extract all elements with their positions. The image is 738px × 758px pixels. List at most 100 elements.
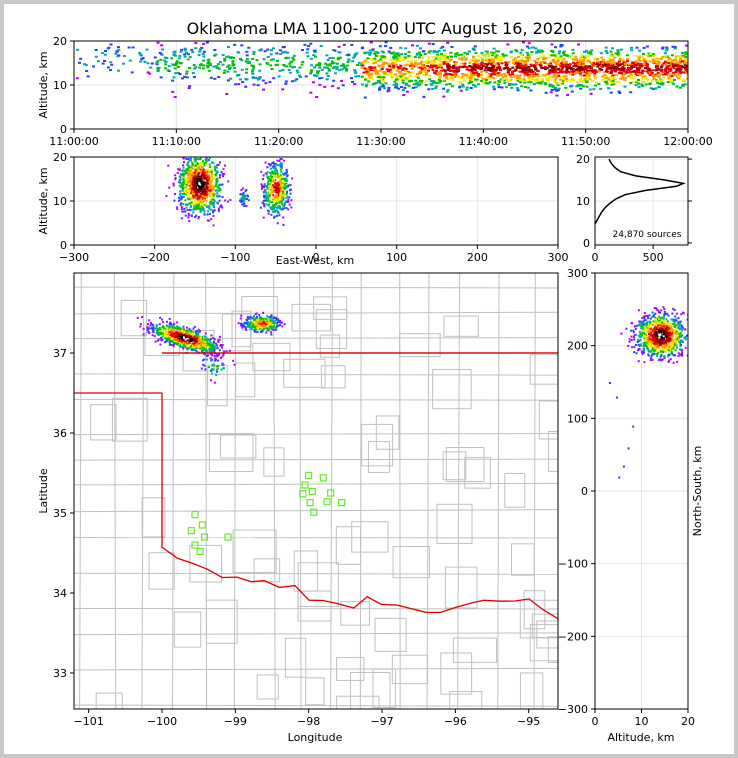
source-pixel [175,330,178,333]
source-pixel [331,85,335,88]
source-pixel [209,346,212,349]
source-pixel [469,72,473,75]
source-pixel [183,210,186,213]
county-boundary [220,434,257,459]
source-pixel [581,85,585,88]
source-pixel [184,168,187,171]
source-pixel [136,316,139,319]
source-pixel [188,208,191,211]
source-pixel [616,67,620,70]
source-pixel [282,64,286,67]
source-pixel [550,54,554,57]
source-pixel [437,64,441,67]
source-pixel [680,51,684,54]
source-pixel [270,193,273,196]
source-pixel [536,69,540,72]
source-pixel [199,182,202,185]
source-pixel [449,58,453,61]
source-pixel [354,72,358,75]
source-pixel [159,316,162,319]
source-pixel [281,192,284,195]
source-pixel [380,68,384,71]
source-pixel [409,71,413,74]
source-pixel [533,75,537,78]
source-pixel [496,72,500,75]
source-pixel [200,193,203,196]
source-pixel [604,49,608,52]
source-pixel [433,50,437,53]
source-pixel [174,342,177,345]
source-pixel [252,50,256,53]
source-pixel [176,172,179,175]
source-pixel [684,69,688,72]
source-pixel [183,207,186,210]
source-pixel [566,93,570,96]
source-pixel [590,69,594,72]
source-pixel [398,70,402,73]
source-pixel [432,59,436,62]
source-pixel [258,69,262,72]
source-pixel [388,63,392,66]
source-pixel [184,214,187,217]
source-pixel [244,71,248,74]
source-pixel [209,184,212,187]
county-boundary [284,637,307,678]
source-pixel [552,67,556,70]
source-pixel [474,52,478,55]
source-pixel [216,180,219,183]
source-pixel [585,81,589,84]
source-pixel [109,61,113,64]
source-pixel [607,64,611,67]
source-pixel [656,67,660,70]
source-pixel [463,51,467,54]
source-pixel [497,86,501,89]
source-pixel [207,344,210,347]
source-pixel [392,57,396,60]
source-pixel [461,83,465,86]
source-pixel [200,206,203,209]
source-pixel [241,200,244,203]
source-pixel [213,173,216,176]
source-pixel [219,187,222,190]
source-pixel [276,205,279,208]
source-pixel [167,335,170,338]
source-pixel [184,345,187,348]
source-pixel [200,342,203,345]
source-pixel [285,207,288,210]
source-pixel [182,178,185,181]
source-pixel [484,59,488,62]
county-boundary [291,303,332,332]
source-pixel [536,73,540,76]
source-pixel [103,49,107,52]
source-pixel [538,75,542,78]
source-pixel [176,339,179,342]
source-pixel [493,73,497,76]
source-pixel [167,337,170,340]
source-pixel [174,330,177,333]
source-pixel [196,200,199,203]
source-pixel [495,74,499,77]
source-pixel [269,64,273,67]
source-pixel [260,330,263,333]
source-pixel [306,55,310,58]
source-pixel [433,61,437,64]
source-pixel [233,67,237,70]
source-pixel [561,82,565,85]
source-pixel [495,66,499,69]
source-pixel [585,70,589,73]
source-pixel [424,83,428,86]
source-pixel [637,85,641,88]
source-pixel [648,54,652,57]
source-pixel [439,57,443,60]
source-pixel [519,53,523,56]
source-pixel [607,72,611,75]
source-pixel [188,56,192,59]
source-pixel [244,85,248,88]
source-pixel [304,75,308,78]
source-pixel [593,57,597,60]
source-pixel [193,67,197,70]
source-pixel [619,77,623,80]
source-pixel [288,62,292,65]
source-pixel [260,319,263,322]
source-pixel [148,319,151,322]
